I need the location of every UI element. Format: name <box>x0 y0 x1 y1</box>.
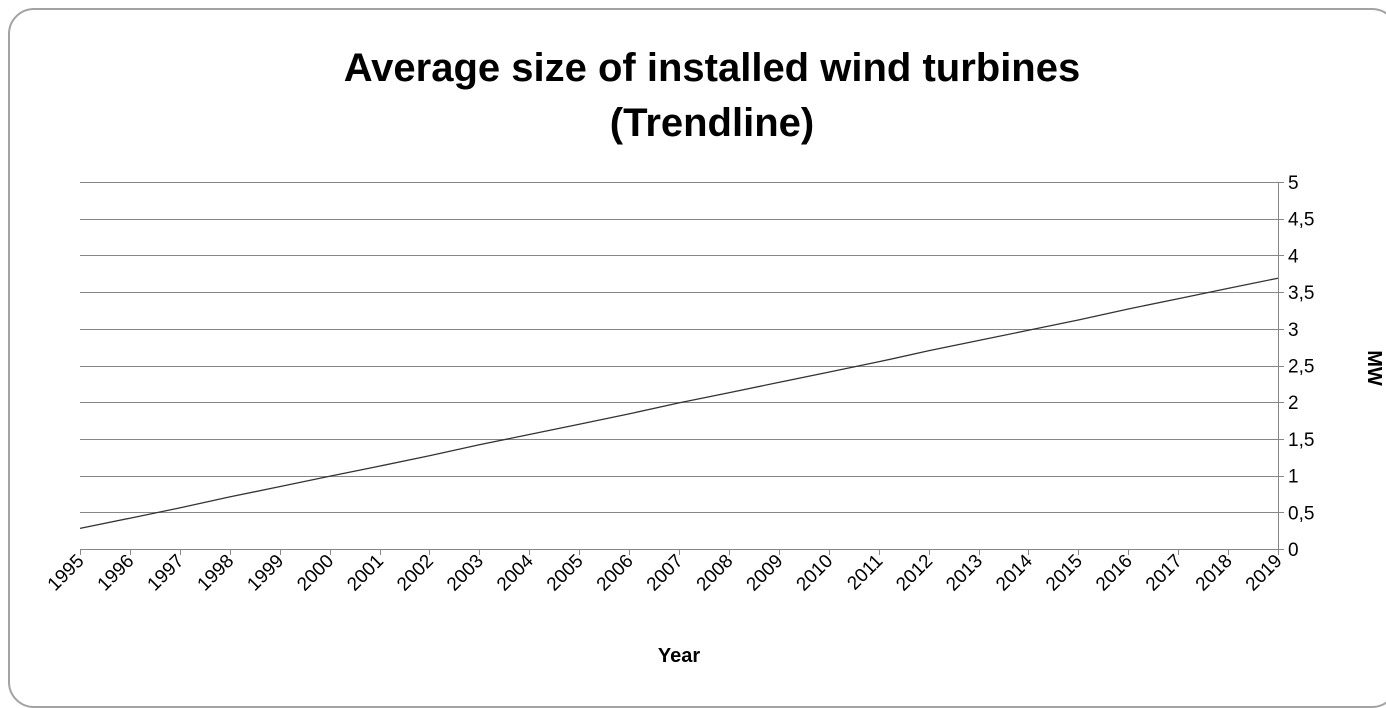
x-tick-label: 2012 <box>892 551 937 596</box>
x-tick-label: 2014 <box>992 550 1037 595</box>
chart-frame <box>8 8 1386 708</box>
y-tick-label: 5 <box>1288 173 1299 194</box>
x-tick-label: 2011 <box>843 551 887 595</box>
y-tick-labels: 0 0,5 1 1,5 2 2,5 3 3,5 4 4,5 5 <box>1288 173 1314 561</box>
y-tick-label: 2,5 <box>1288 357 1314 378</box>
y-tick-label: 1,5 <box>1288 430 1314 451</box>
x-tick-label: 2009 <box>743 551 788 596</box>
x-tick-label: 2002 <box>393 551 438 596</box>
x-tick-label: 2000 <box>293 551 338 596</box>
y-axis-title: MW <box>1363 350 1385 386</box>
x-tick-label: 2010 <box>793 551 838 596</box>
axes <box>80 182 1284 555</box>
y-tick-label: 4,5 <box>1288 210 1314 231</box>
chart-title-line-2: (Trendline) <box>610 101 814 145</box>
y-tick-label: 3,5 <box>1288 283 1314 304</box>
x-tick-label: 2001 <box>343 551 388 596</box>
trendline-series <box>79 277 1279 530</box>
x-tick-label: 1998 <box>194 551 239 596</box>
y-tick-label: 3 <box>1288 320 1299 341</box>
x-tick-label: 2017 <box>1142 551 1187 596</box>
chart-title-line-1: Average size of installed wind turbines <box>344 46 1080 90</box>
x-tick-label: 2008 <box>693 551 738 596</box>
x-tick-label: 2019 <box>1242 551 1287 596</box>
x-tick-labels: 1995 1996 1997 1998 1999 2000 2001 2002 2003 2004… <box>44 550 1287 595</box>
x-tick-label: 1995 <box>44 551 89 596</box>
gridlines <box>80 182 1278 513</box>
y-tick-label: 2 <box>1288 393 1299 414</box>
x-tick-label: 1999 <box>243 551 288 596</box>
x-tick-label: 1997 <box>144 551 189 596</box>
x-tick-label: 2003 <box>443 551 488 596</box>
x-tick-label: 2018 <box>1192 551 1237 596</box>
x-tick-label: 2007 <box>643 551 688 596</box>
x-tick-label: 2005 <box>543 551 588 596</box>
y-tick-label: 4 <box>1288 246 1299 267</box>
y-tick-label: 1 <box>1288 467 1299 488</box>
y-tick-label: 0 <box>1288 540 1299 561</box>
x-axis-title: Year <box>658 645 700 667</box>
x-tick-label: 2006 <box>593 551 638 596</box>
series <box>79 277 1279 530</box>
x-tick-label: 2013 <box>942 551 987 596</box>
y-tick-label: 0,5 <box>1288 503 1314 524</box>
x-tick-label: 2016 <box>1092 551 1137 596</box>
x-tick-label: 2015 <box>1042 551 1087 596</box>
x-tick-label: 1996 <box>94 551 139 596</box>
x-tick-label: 2004 <box>493 550 538 595</box>
